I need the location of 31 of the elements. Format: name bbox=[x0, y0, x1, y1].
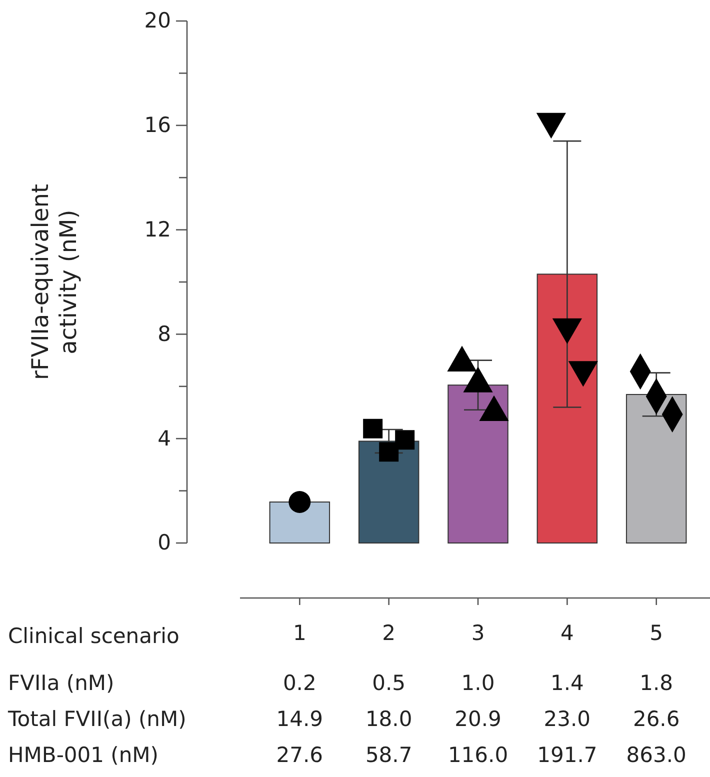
x-tick-label: 3 bbox=[471, 620, 485, 645]
y-tick-label: 0 bbox=[158, 530, 171, 555]
text: 14.9 bbox=[276, 707, 324, 731]
text: 23.0 bbox=[544, 707, 591, 731]
text: 1.0 bbox=[461, 671, 495, 695]
x-tick-label: 2 bbox=[382, 620, 396, 645]
text: 0.2 bbox=[282, 671, 316, 695]
y-tick-label: 4 bbox=[158, 426, 171, 450]
text: 1.4 bbox=[550, 671, 584, 695]
text: 0.5 bbox=[372, 671, 406, 695]
text: 191.7 bbox=[537, 743, 598, 767]
x-axis-title: Clinical scenario bbox=[8, 624, 180, 648]
y-axis-title: rFVIIa-equivalent activity (nM) bbox=[28, 184, 82, 380]
x-tick-label: 1 bbox=[292, 620, 306, 645]
text: 1.8 bbox=[640, 671, 674, 695]
text: 27.6 bbox=[276, 743, 324, 767]
text: 20.9 bbox=[454, 707, 502, 731]
y-tick-label: 8 bbox=[158, 322, 171, 346]
x-tick-label: 4 bbox=[560, 620, 574, 645]
y-tick-label: 16 bbox=[144, 113, 171, 138]
text: Total FVII(a) (nM) bbox=[7, 707, 186, 731]
text: FVIIa (nM) bbox=[8, 671, 114, 695]
text: 26.6 bbox=[632, 707, 680, 731]
y-tick-label: 12 bbox=[144, 218, 171, 242]
text: HMB-001 (nM) bbox=[8, 743, 158, 767]
text: 116.0 bbox=[448, 743, 508, 767]
y-tick-label: 20 bbox=[144, 8, 171, 33]
text: 58.7 bbox=[365, 743, 412, 767]
x-tick-label: 5 bbox=[650, 620, 664, 645]
text: 863.0 bbox=[626, 743, 686, 767]
text: 18.0 bbox=[365, 707, 412, 731]
